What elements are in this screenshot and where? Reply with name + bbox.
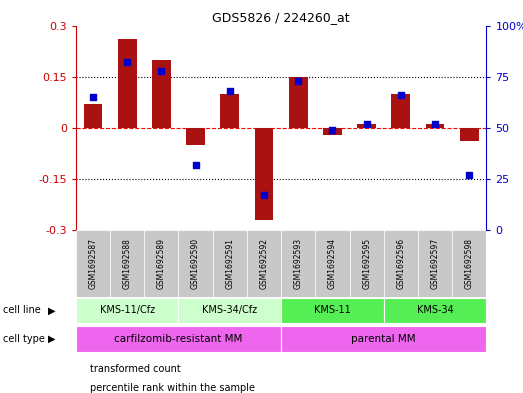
Text: GSM1692587: GSM1692587 bbox=[88, 238, 97, 289]
Text: KMS-11/Cfz: KMS-11/Cfz bbox=[99, 305, 155, 316]
FancyBboxPatch shape bbox=[247, 230, 281, 297]
FancyBboxPatch shape bbox=[349, 230, 384, 297]
Text: GSM1692591: GSM1692591 bbox=[225, 238, 234, 289]
FancyBboxPatch shape bbox=[418, 230, 452, 297]
Title: GDS5826 / 224260_at: GDS5826 / 224260_at bbox=[212, 11, 350, 24]
Point bbox=[362, 121, 371, 127]
Bar bbox=[323, 128, 342, 134]
Text: KMS-11: KMS-11 bbox=[314, 305, 351, 316]
FancyBboxPatch shape bbox=[315, 230, 349, 297]
Text: parental MM: parental MM bbox=[351, 334, 416, 344]
Text: KMS-34/Cfz: KMS-34/Cfz bbox=[202, 305, 257, 316]
Text: GSM1692598: GSM1692598 bbox=[465, 238, 474, 289]
Bar bbox=[426, 124, 445, 128]
Text: GSM1692595: GSM1692595 bbox=[362, 238, 371, 289]
Point bbox=[225, 88, 234, 94]
FancyBboxPatch shape bbox=[110, 230, 144, 297]
FancyBboxPatch shape bbox=[452, 230, 486, 297]
Point bbox=[191, 162, 200, 168]
FancyBboxPatch shape bbox=[384, 298, 486, 323]
Text: GSM1692594: GSM1692594 bbox=[328, 238, 337, 289]
Point bbox=[89, 94, 97, 100]
Bar bbox=[118, 39, 137, 128]
Point bbox=[465, 172, 473, 178]
Point bbox=[294, 77, 302, 84]
Bar bbox=[186, 128, 205, 145]
Point bbox=[396, 92, 405, 98]
FancyBboxPatch shape bbox=[213, 230, 247, 297]
Bar bbox=[357, 124, 376, 128]
Text: GSM1692592: GSM1692592 bbox=[259, 238, 268, 289]
Point bbox=[157, 67, 166, 73]
FancyBboxPatch shape bbox=[76, 298, 178, 323]
Text: cell line: cell line bbox=[3, 305, 40, 316]
FancyBboxPatch shape bbox=[384, 230, 418, 297]
Bar bbox=[289, 77, 308, 128]
FancyBboxPatch shape bbox=[281, 230, 315, 297]
Bar bbox=[84, 104, 103, 128]
Text: cell type: cell type bbox=[3, 334, 44, 344]
Text: KMS-34: KMS-34 bbox=[417, 305, 453, 316]
FancyBboxPatch shape bbox=[281, 326, 486, 352]
Text: GSM1692588: GSM1692588 bbox=[123, 238, 132, 289]
Text: GSM1692589: GSM1692589 bbox=[157, 238, 166, 289]
FancyBboxPatch shape bbox=[76, 230, 110, 297]
Text: percentile rank within the sample: percentile rank within the sample bbox=[90, 383, 255, 393]
FancyBboxPatch shape bbox=[178, 298, 281, 323]
FancyBboxPatch shape bbox=[281, 298, 384, 323]
Point bbox=[123, 59, 131, 66]
Point bbox=[431, 121, 439, 127]
Text: GSM1692597: GSM1692597 bbox=[430, 238, 439, 289]
FancyBboxPatch shape bbox=[178, 230, 213, 297]
Point bbox=[328, 127, 337, 133]
Text: ▶: ▶ bbox=[48, 305, 55, 316]
Text: carfilzomib-resistant MM: carfilzomib-resistant MM bbox=[115, 334, 243, 344]
Text: transformed count: transformed count bbox=[90, 364, 181, 374]
Bar bbox=[460, 128, 479, 141]
Text: GSM1692596: GSM1692596 bbox=[396, 238, 405, 289]
FancyBboxPatch shape bbox=[76, 326, 281, 352]
Text: ▶: ▶ bbox=[48, 334, 55, 344]
Bar bbox=[152, 60, 171, 128]
FancyBboxPatch shape bbox=[144, 230, 178, 297]
Point bbox=[260, 192, 268, 198]
Text: GSM1692593: GSM1692593 bbox=[294, 238, 303, 289]
Bar bbox=[391, 94, 410, 128]
Bar bbox=[255, 128, 274, 220]
Text: GSM1692590: GSM1692590 bbox=[191, 238, 200, 289]
Bar bbox=[220, 94, 239, 128]
